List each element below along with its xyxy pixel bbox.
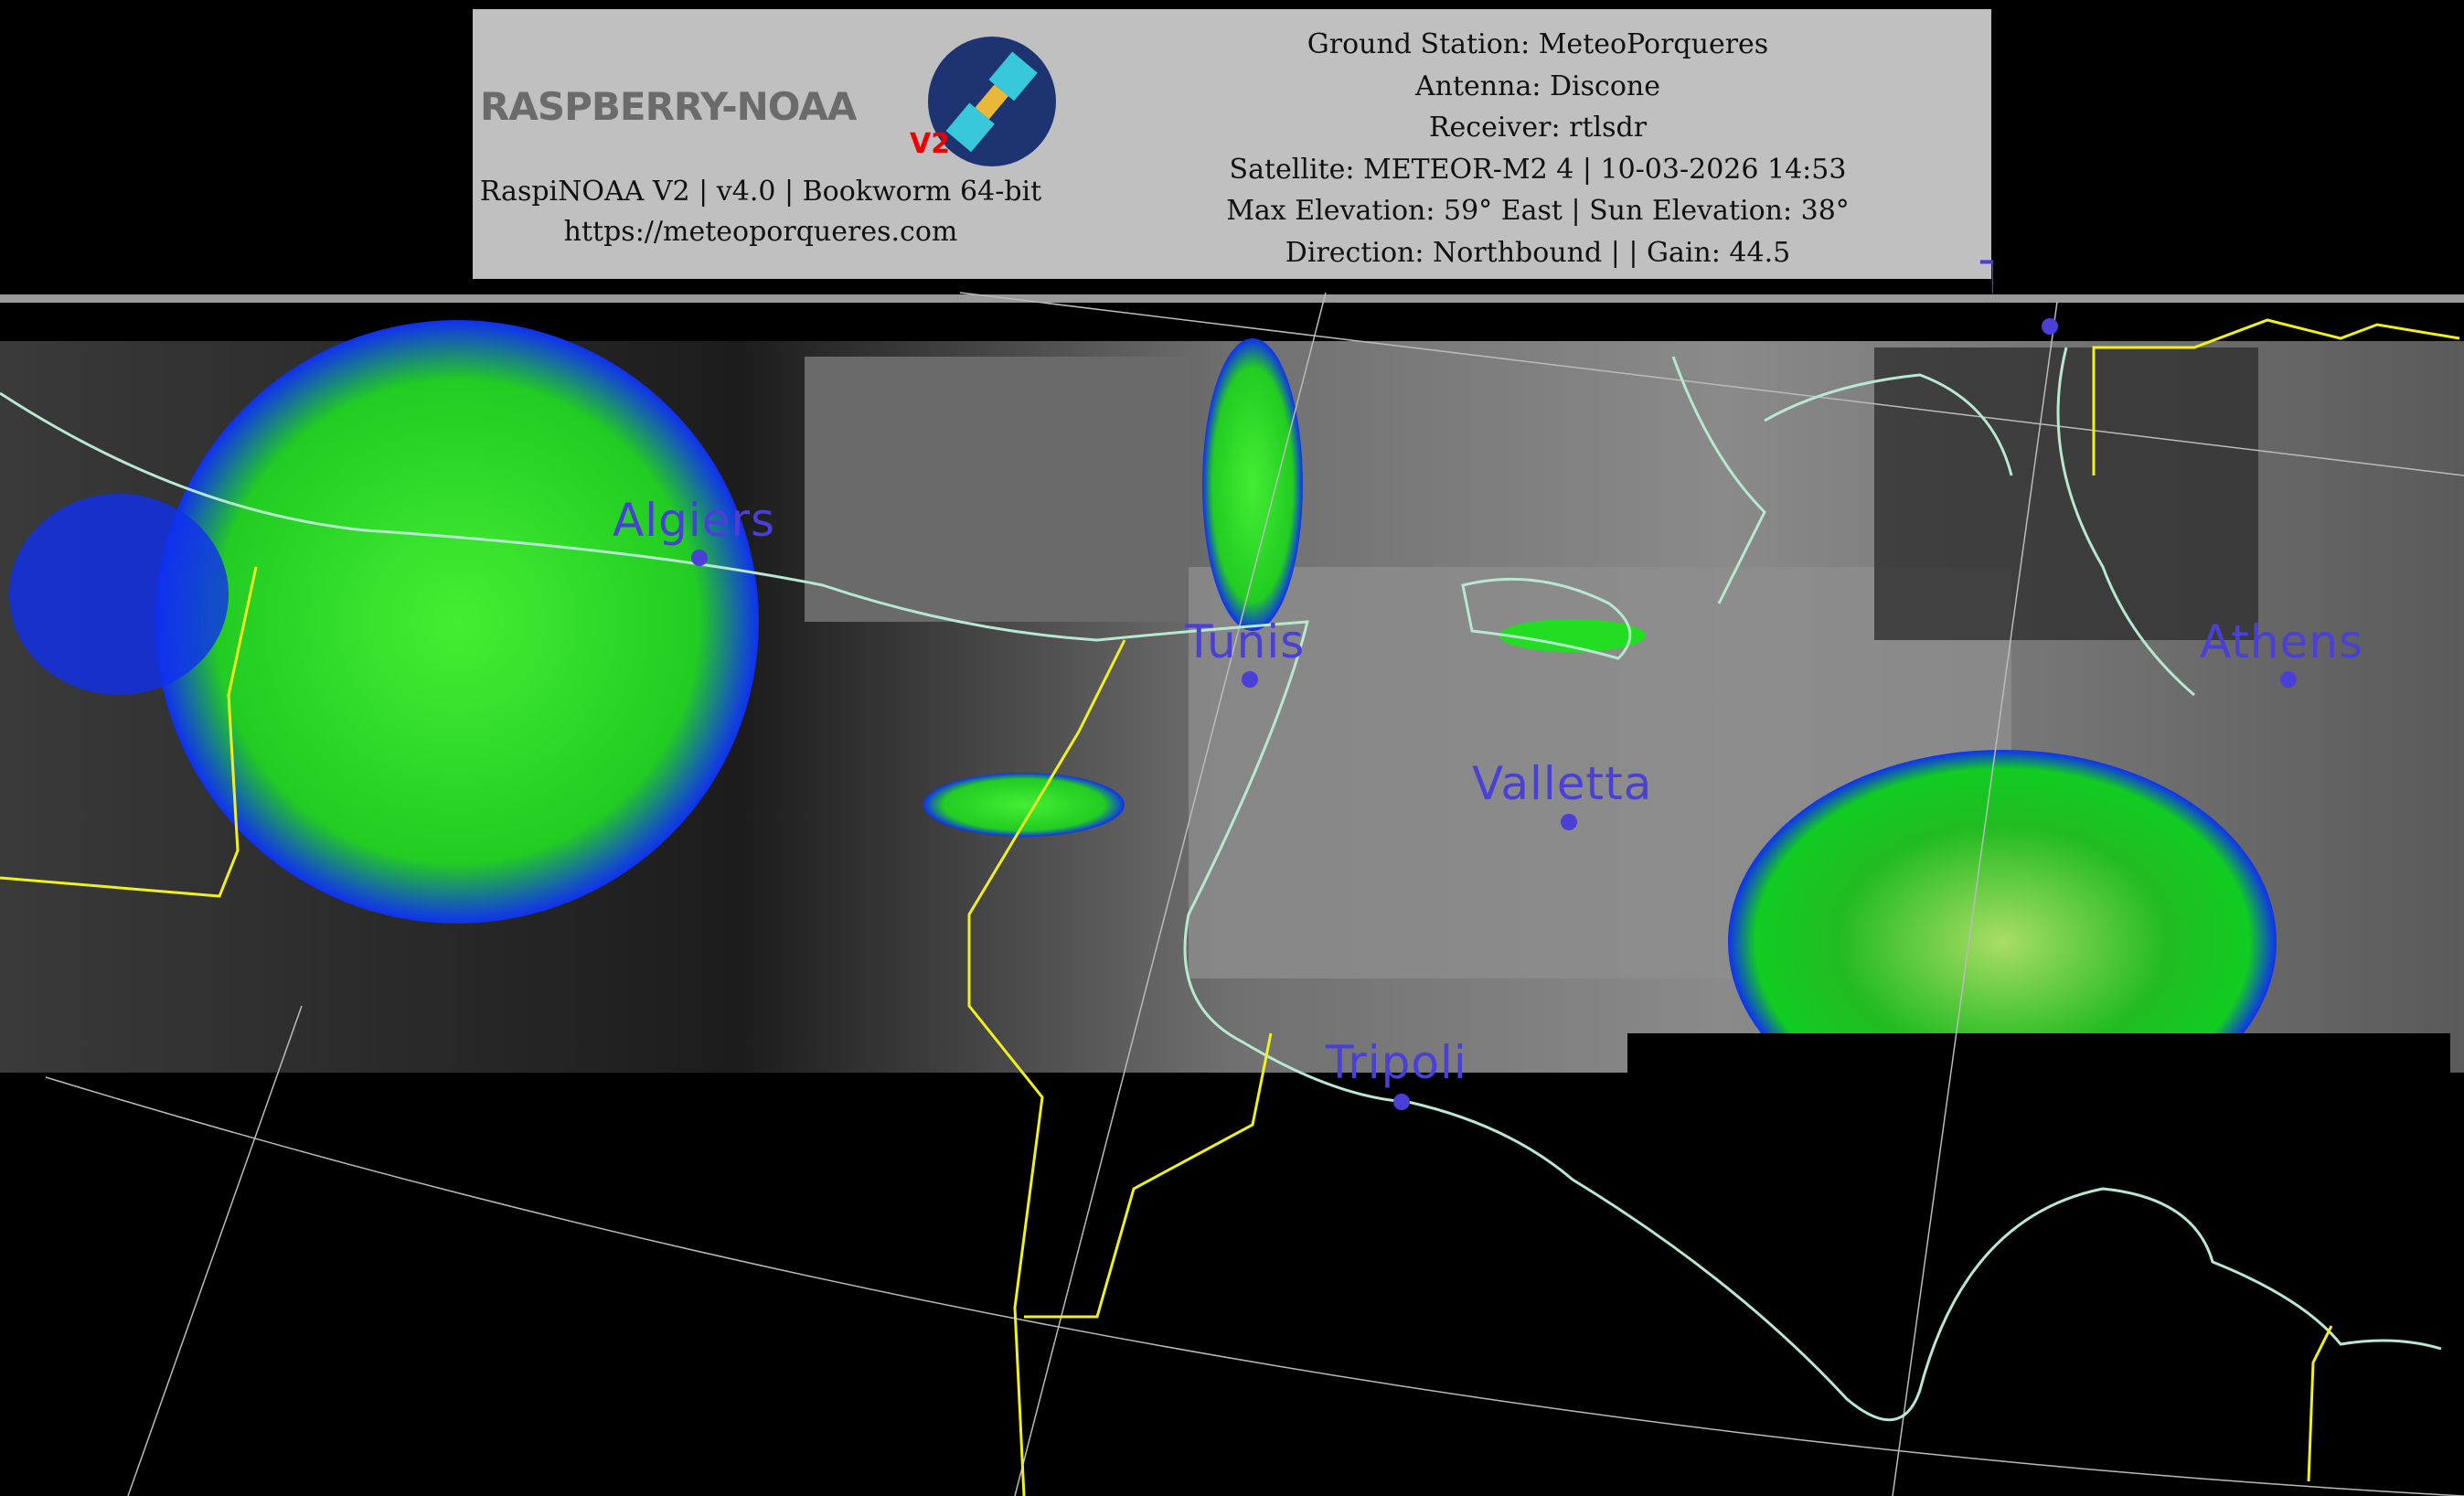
city-dot-tunis xyxy=(1242,671,1258,688)
website-link[interactable]: https://meteoporqueres.com xyxy=(563,216,958,248)
version-line: RaspiNOAA V2 | v4.0 | Bookworm 64-bit xyxy=(479,176,1042,208)
city-label-algiers: Algiers xyxy=(613,494,776,547)
info-header: RASPBERRY-NOAA V2 RaspiNOAA V2 | v4.0 | … xyxy=(473,9,1991,279)
software-info: RaspiNOAA V2 | v4.0 | Bookworm 64-bit ht… xyxy=(473,172,1049,252)
pass-info: Ground Station: MeteoPorqueres Antenna: … xyxy=(1104,24,1972,273)
ground-station: Ground Station: MeteoPorqueres xyxy=(1307,28,1769,60)
elevation: Max Elevation: 59° East | Sun Elevation:… xyxy=(1226,195,1850,227)
city-label-valletta: Valletta xyxy=(1472,757,1653,810)
coastlines xyxy=(0,347,2442,1422)
logo-version: V2 xyxy=(910,128,951,160)
receiver: Receiver: rtlsdr xyxy=(1428,112,1648,144)
imagery-strip xyxy=(0,294,2464,1496)
antenna: Antenna: Discone xyxy=(1415,69,1660,102)
satellite-icon xyxy=(928,37,1056,166)
city-label-tunis: Tunis xyxy=(1185,615,1306,668)
logo-text: RASPBERRY-NOAA xyxy=(480,84,857,129)
city-dot-algiers xyxy=(691,550,708,566)
city-dot-athens xyxy=(2280,671,2297,688)
city-label-athens: Athens xyxy=(2200,615,2364,668)
black-band xyxy=(1993,219,2464,294)
city-dot-valletta xyxy=(1561,814,1577,830)
city-dot-tirana xyxy=(2042,318,2058,335)
borders xyxy=(0,318,2460,1496)
city-dot-tripoli xyxy=(1393,1094,1410,1110)
direction-gain: Direction: Northbound | | Gain: 44.5 xyxy=(1285,236,1791,269)
city-label-tripoli: Tripoli xyxy=(1326,1036,1467,1089)
graticule-lines xyxy=(45,292,2464,1496)
satellite: Satellite: METEOR-M2 4 | 10-03-2026 14:5… xyxy=(1229,153,1847,186)
raspberry-noaa-logo: RASPBERRY-NOAA V2 xyxy=(480,37,1056,183)
